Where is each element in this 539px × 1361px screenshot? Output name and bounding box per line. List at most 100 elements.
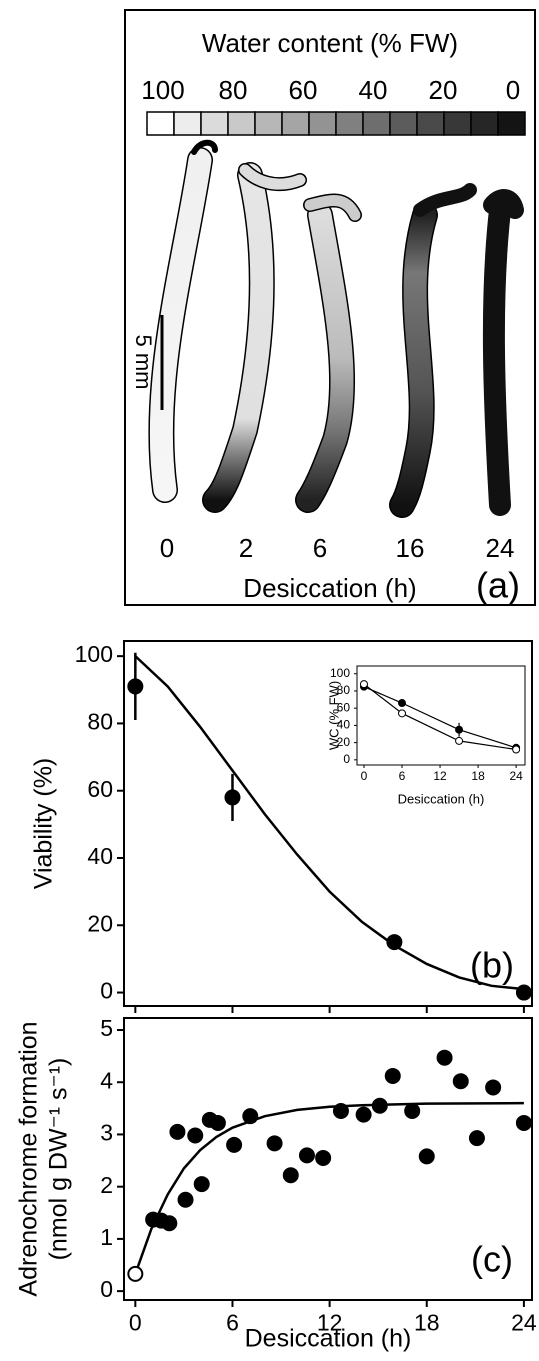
panel-label: (b)	[470, 945, 514, 986]
y-tick-label: 40	[87, 843, 113, 869]
data-point	[436, 1049, 453, 1066]
y-tick-label: 100	[330, 666, 350, 680]
y-tick-label: 4	[100, 1067, 113, 1093]
y-tick-label: 0	[100, 1276, 113, 1302]
data-point	[315, 1149, 332, 1166]
data-point	[455, 725, 464, 734]
colorbar-cell	[173, 111, 202, 136]
x-tick-label: 18	[471, 769, 485, 783]
x-axis-label: Desiccation (h)	[398, 791, 485, 806]
colorbar-title: Water content (% FW)	[202, 28, 458, 58]
colorbar-tick-label: 60	[289, 75, 318, 105]
y-axis-label: Viability (%)	[30, 758, 58, 890]
colorbar-tick-label: 0	[506, 75, 520, 105]
specimen-head	[304, 195, 361, 221]
colorbar-cell	[389, 111, 418, 136]
specimen-label: 24	[486, 533, 515, 563]
y-tick-label: 1	[100, 1224, 113, 1250]
colorbar-cell	[200, 111, 229, 136]
specimen-label: 6	[313, 533, 327, 563]
colorbar-cell	[443, 111, 472, 136]
y-tick-label: 3	[100, 1120, 113, 1146]
data-point	[455, 736, 464, 745]
fit-line	[134, 1101, 524, 1275]
x-tick-label: 6	[226, 1309, 239, 1335]
data-point	[266, 1135, 283, 1152]
colorbar-cell	[416, 111, 445, 136]
x-tick-label: 18	[414, 1309, 440, 1335]
specimen	[203, 163, 274, 512]
y-tick-label: 60	[87, 776, 113, 802]
series-line	[363, 683, 517, 751]
data-point	[512, 745, 521, 754]
specimen	[390, 203, 437, 517]
data-point	[209, 1114, 226, 1131]
x-axis-label: Desiccation (h)	[243, 573, 416, 603]
colorbar-tick-label: 20	[429, 75, 458, 105]
specimen	[149, 148, 212, 502]
data-point	[452, 1073, 469, 1090]
data-point	[298, 1147, 315, 1164]
x-tick-label: 24	[511, 1309, 537, 1335]
x-tick-label: 6	[399, 769, 406, 783]
specimen-head	[413, 183, 477, 217]
y-axis-label: Adrenochrome formation	[15, 1021, 43, 1296]
series-line	[363, 686, 517, 749]
colorbar-cell	[335, 111, 364, 136]
colorbar-cell	[254, 111, 283, 136]
colorbar-cell	[281, 111, 310, 136]
data-point	[177, 1191, 194, 1208]
data-point	[398, 699, 407, 708]
specimen-head	[483, 189, 524, 219]
colorbar-cell	[362, 111, 391, 136]
data-point	[359, 680, 368, 689]
colorbar-cell	[227, 111, 256, 136]
y-tick-label: 20	[337, 735, 351, 749]
x-tick-label: 12	[317, 1309, 343, 1335]
y-tick-label: 2	[100, 1172, 113, 1198]
data-point	[404, 1102, 421, 1119]
specimen-label: 0	[160, 533, 174, 563]
data-point	[187, 1127, 204, 1144]
y-tick-label: 80	[87, 708, 113, 734]
y-tick-label: 0	[100, 978, 113, 1004]
y-axis-label: (nmol g DW⁻¹ s⁻¹)	[45, 1058, 73, 1261]
plot-frame	[356, 665, 526, 766]
y-tick-label: 0	[343, 752, 350, 766]
y-tick-label: 60	[337, 700, 351, 714]
specimen-label: 2	[239, 533, 253, 563]
data-point	[418, 1148, 435, 1165]
colorbar-tick-label: 80	[219, 75, 248, 105]
data-point	[127, 1265, 144, 1282]
x-tick-label: 24	[509, 769, 523, 783]
data-point	[127, 678, 144, 695]
data-point	[332, 1102, 349, 1119]
x-tick-label: 12	[433, 769, 447, 783]
colorbar-tick-label: 100	[141, 75, 184, 105]
data-point	[515, 1114, 532, 1131]
data-point	[169, 1123, 186, 1140]
data-point	[282, 1167, 299, 1184]
data-point	[193, 1176, 210, 1193]
data-point	[224, 789, 241, 806]
specimen-labels: 0 2 6 16 24	[160, 533, 515, 563]
data-point	[398, 709, 407, 718]
y-axis-label: WC (% FW)	[326, 681, 341, 750]
data-point	[468, 1130, 485, 1147]
data-point	[515, 984, 532, 1001]
specimens	[148, 139, 524, 518]
specimen-label: 16	[396, 533, 425, 563]
data-point	[161, 1215, 178, 1232]
specimen-head	[191, 139, 218, 155]
y-tick-label: 100	[75, 641, 113, 667]
colorbar-cell	[146, 111, 175, 136]
panel-frame	[124, 9, 536, 606]
x-tick-label: 0	[361, 769, 368, 783]
x-tick-label: 0	[129, 1309, 142, 1335]
data-point	[242, 1108, 259, 1125]
specimen	[296, 203, 354, 512]
x-axis-label: Desiccation (h)	[245, 1325, 412, 1353]
data-point	[355, 1106, 372, 1123]
y-tick-label: 80	[337, 683, 351, 697]
